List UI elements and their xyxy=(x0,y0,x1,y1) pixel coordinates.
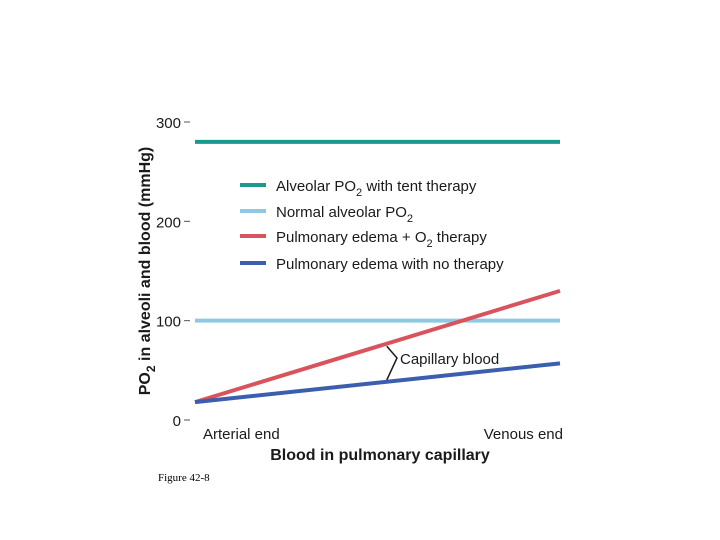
annotation-bracket xyxy=(386,345,398,381)
y-tick-label-200: 200 xyxy=(156,214,181,231)
legend-label-edema-no-therapy: Pulmonary edema with no therapy xyxy=(276,256,504,273)
legend: Alveolar PO2 with tent therapy Normal alv… xyxy=(240,178,504,273)
chart-panel xyxy=(126,104,564,468)
series-line-edema-o2 xyxy=(194,288,561,405)
legend-label-normal-alveolar: Normal alveolar PO2 xyxy=(276,204,413,225)
y-tick-label-300: 300 xyxy=(156,115,181,132)
y-tick-label-100: 100 xyxy=(156,314,181,331)
x-tick-label-venous: Venous end xyxy=(484,426,563,443)
legend-label-alveolar-tent: Alveolar PO2 with tent therapy xyxy=(276,178,477,199)
series-line-edema-no-therapy xyxy=(194,361,561,405)
y-axis: 0 100 200 300 xyxy=(156,115,190,430)
figure-caption: Figure 42-8 xyxy=(158,472,210,484)
x-axis-label: Blood in pulmonary capillary xyxy=(270,447,490,464)
annotation-label: Capillary blood xyxy=(400,351,499,368)
legend-label-edema-o2: Pulmonary edema + O2 therapy xyxy=(276,229,487,250)
capillary-blood-annotation: Capillary blood xyxy=(386,345,499,381)
y-axis-label: PO2 in alveoli and blood (mmHg) xyxy=(137,147,158,395)
x-tick-label-arterial: Arterial end xyxy=(203,426,280,443)
series-layer xyxy=(194,139,561,405)
y-tick-label-0: 0 xyxy=(173,413,181,430)
